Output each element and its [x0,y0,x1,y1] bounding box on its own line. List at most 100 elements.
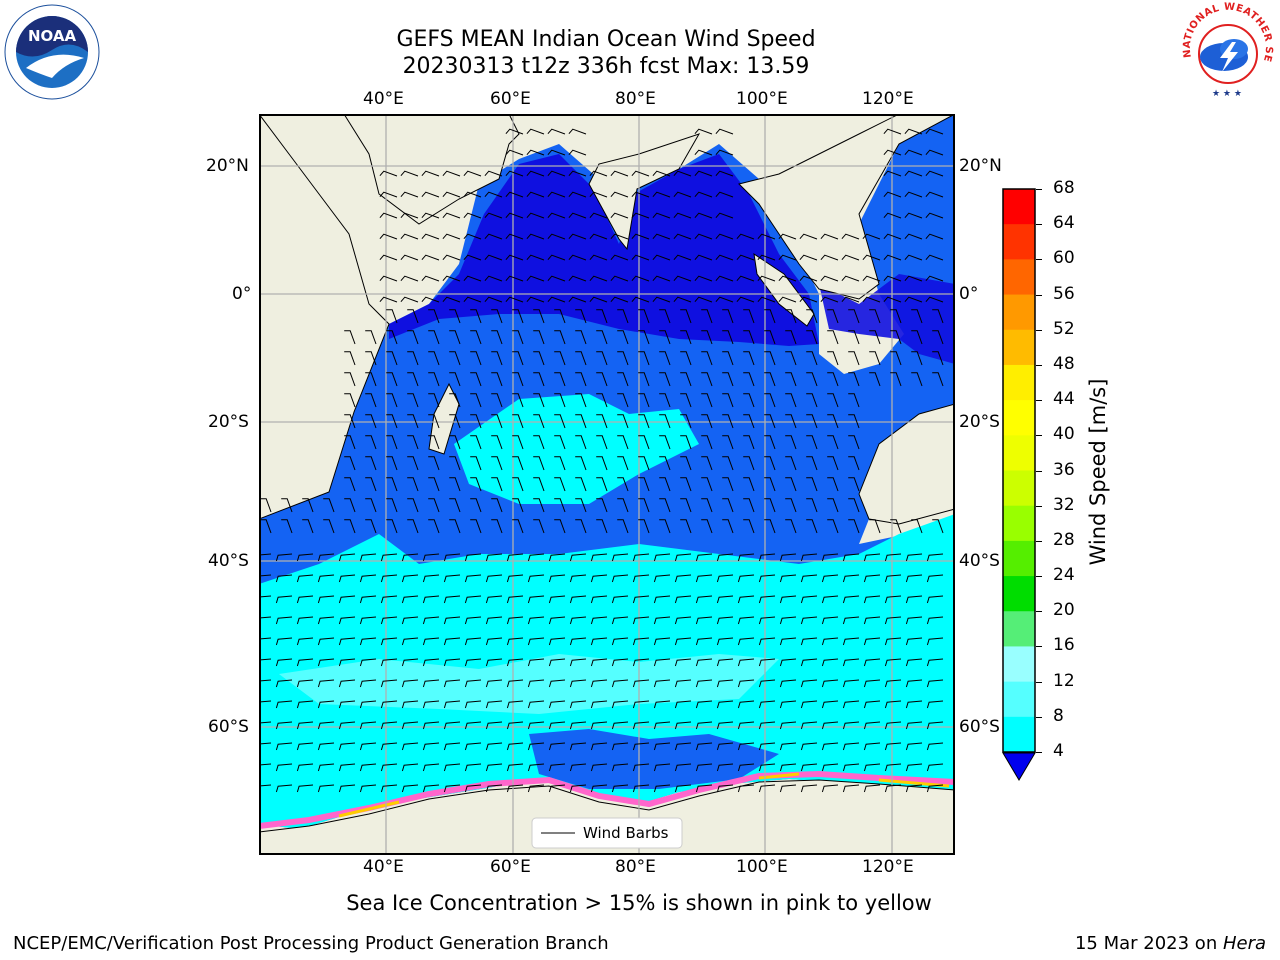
wind-barb [821,616,839,625]
wind-barb [365,414,377,429]
wind-barb [386,309,398,324]
wind-barb [659,330,671,345]
wind-barb [428,498,440,513]
wind-barb [407,330,419,345]
wind-barb [575,330,587,345]
wind-barb [338,784,356,793]
wind-barb [869,330,881,345]
wind-barb [800,574,818,583]
wind-barb [631,296,650,303]
wind-barb [484,170,503,177]
wind-barb [449,372,461,387]
wind-barb [596,498,608,513]
wind-barb [848,519,860,534]
wind-barb [449,435,461,450]
wind-barb [863,763,881,772]
wind-barb [659,393,671,408]
wind-barb [806,330,818,345]
wind-barb [526,275,545,282]
wind-barb [491,435,503,450]
wind-barb [695,763,713,772]
wind-barb [380,742,398,751]
wind-barb [842,700,860,709]
wind-barb [715,275,734,282]
wind-barb [379,212,398,219]
wind-barb [659,519,671,534]
map-panel: Wind Barbs [259,114,955,855]
wind-barb [569,553,587,562]
wind-barb [421,254,440,261]
wind-barb [596,393,608,408]
wind-barb [611,658,629,667]
wind-barb [800,637,818,646]
wind-barb [799,296,818,303]
wind-barb [526,170,545,177]
wind-barb [883,296,902,303]
wind-barb [400,170,419,177]
wind-barb [638,372,650,387]
wind-barb [470,498,482,513]
wind-barb [296,721,314,730]
wind-barb [401,742,419,751]
wind-barb [323,519,335,534]
wind-barb [365,351,377,366]
wind-barb [821,553,839,562]
lat-label-right: 60°S [959,717,1000,737]
wind-barb [905,658,923,667]
wind-barb [443,784,461,793]
wind-barb [317,784,335,793]
colorbar-tick-mark [1036,259,1042,261]
wind-barb [512,456,524,471]
wind-barb [827,519,839,534]
wind-barb [737,679,755,688]
wind-barb [737,595,755,604]
wind-barb [652,170,671,177]
wind-barb [716,742,734,751]
wind-barb [380,784,398,793]
wind-barb [407,456,419,471]
wind-barb [821,784,839,793]
wind-barb [463,170,482,177]
wind-barb [302,519,314,534]
wind-barb [694,233,713,240]
wind-barbs-legend: Wind Barbs [531,817,683,849]
wind-barb [715,170,734,177]
wind-barb [590,742,608,751]
wind-barb [632,721,650,730]
wind-barb [443,742,461,751]
wind-barb [778,254,797,261]
wind-barb [575,351,587,366]
wind-barb [905,637,923,646]
colorbar-tick: 12 [1053,670,1075,691]
wind-barb [380,763,398,772]
wind-barb [442,212,461,219]
wind-barb [596,309,608,324]
wind-barb [884,763,902,772]
wind-barb [380,637,398,646]
wind-barb [883,254,902,261]
wind-barb [533,414,545,429]
wind-barb [554,477,566,492]
colorbar-tick: 32 [1053,494,1075,515]
wind-barb [259,763,272,766]
wind-barb [554,393,566,408]
wind-barb [842,616,860,625]
wind-barb [785,414,797,429]
wind-barb [932,519,944,534]
wind-barb [758,721,776,730]
wind-barb [569,658,587,667]
wind-barb [407,372,419,387]
wind-barb [463,254,482,261]
wind-barb [547,233,566,240]
africa-arabia-coast [259,114,520,520]
wind-barb [659,372,671,387]
colorbar-tick-mark [1036,611,1042,613]
wind-barb [596,414,608,429]
wind-barb [883,212,902,219]
lat-label-right: 40°S [959,551,1000,571]
wind-barb [926,616,944,625]
wind-barb [680,519,692,534]
colorbar-tick: 48 [1053,353,1075,374]
wind-barb [485,637,503,646]
wind-barb [422,637,440,646]
